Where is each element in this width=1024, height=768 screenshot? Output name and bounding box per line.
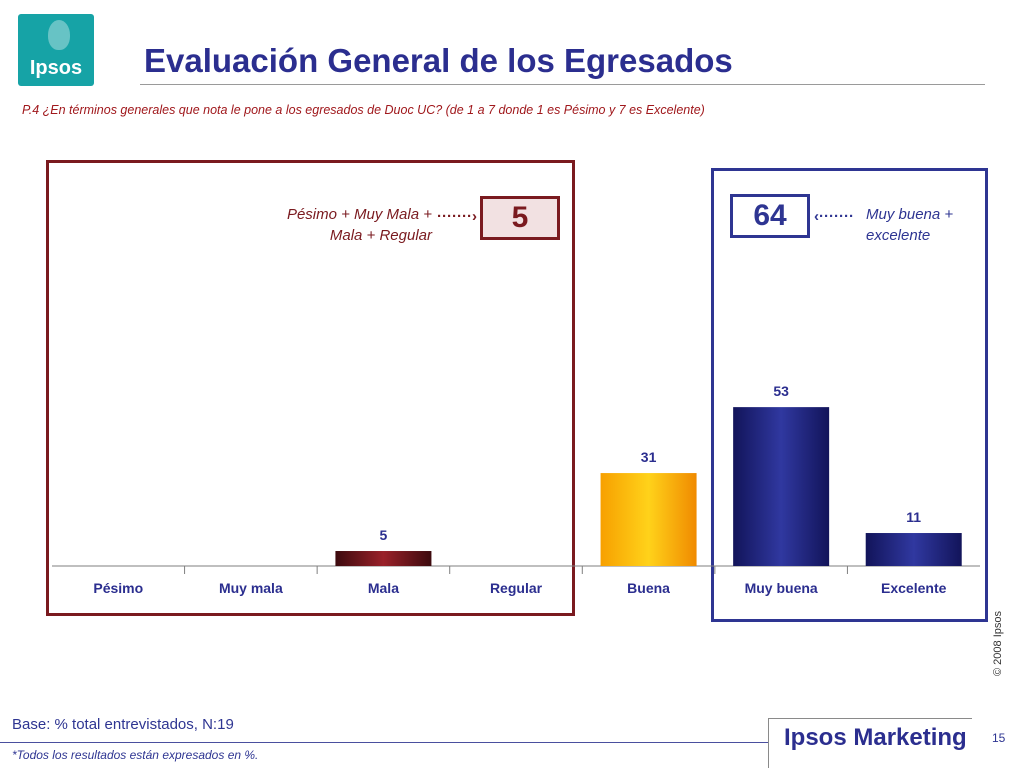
bar-buena xyxy=(600,473,697,566)
bar-excelente xyxy=(865,533,962,566)
bar-muy-buena xyxy=(733,407,830,566)
x-tick-label: Regular xyxy=(490,580,543,596)
positive-total-box: 64 xyxy=(730,194,810,238)
positive-group-label-line2: excelente xyxy=(866,227,931,244)
page-title: Evaluación General de los Egresados xyxy=(144,42,733,79)
x-tick-label: Excelente xyxy=(881,580,947,596)
page-number: 15 xyxy=(992,731,1006,745)
logo-text: Ipsos xyxy=(29,57,83,79)
x-tick-label: Buena xyxy=(627,580,670,596)
positive-group-label: Muy buena + excelente xyxy=(866,204,986,246)
negative-group-frame xyxy=(46,160,575,616)
results-note: *Todos los resultados están expresados e… xyxy=(12,748,259,762)
bar-value-label: 31 xyxy=(641,449,657,465)
ipsos-logo: Ipsos xyxy=(18,14,94,86)
positive-group-label-line1: Muy buena + xyxy=(866,206,954,223)
copyright-text: © 2008 Ipsos xyxy=(992,611,1004,676)
bar-value-label: 5 xyxy=(380,527,388,543)
positive-group-frame xyxy=(711,168,988,622)
title-divider xyxy=(140,84,985,85)
x-tick-label: Pésimo xyxy=(93,580,143,596)
negative-total-box: 5 xyxy=(480,196,560,240)
bar-mala xyxy=(335,551,432,566)
x-tick-label: Mala xyxy=(368,580,399,596)
dotted-arrow-right-icon: ·······› xyxy=(437,208,477,225)
brand-logo: Ipsos Marketing xyxy=(784,724,967,751)
logo-head-icon xyxy=(48,20,70,50)
bar-value-label: 53 xyxy=(773,383,789,399)
negative-group-label-line2: Mala + Regular xyxy=(329,227,432,244)
bar-value-label: 11 xyxy=(906,509,921,525)
negative-group-label: Pésimo + Muy Mala + Mala + Regular xyxy=(236,204,432,246)
negative-group-label-line1: Pésimo + Muy Mala + xyxy=(286,206,432,223)
survey-question: P.4 ¿En términos generales que nota le p… xyxy=(22,103,705,117)
footer-divider xyxy=(0,742,768,743)
dotted-arrow-left-icon: ‹······· xyxy=(814,208,854,225)
base-note: Base: % total entrevistados, N:19 xyxy=(12,716,234,733)
x-tick-label: Muy buena xyxy=(745,580,818,596)
x-tick-label: Muy mala xyxy=(219,580,283,596)
brand-frame xyxy=(768,718,972,768)
